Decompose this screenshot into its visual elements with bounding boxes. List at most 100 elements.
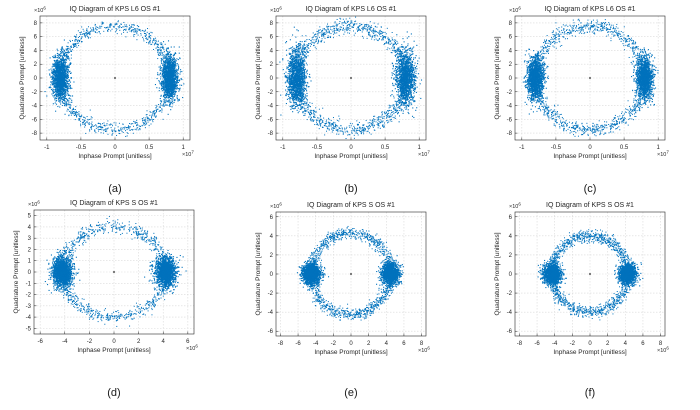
data-point xyxy=(155,38,156,39)
data-point xyxy=(164,105,165,106)
data-point xyxy=(179,74,180,75)
data-point xyxy=(150,112,151,113)
data-point xyxy=(163,54,164,55)
data-point xyxy=(91,129,92,130)
data-point xyxy=(130,28,131,29)
data-point xyxy=(70,98,71,99)
data-point xyxy=(58,96,59,97)
data-point xyxy=(295,88,296,89)
data-point xyxy=(300,44,301,45)
data-point xyxy=(169,84,170,85)
data-point xyxy=(62,83,63,84)
data-point xyxy=(88,123,89,124)
data-point xyxy=(168,87,169,88)
data-point xyxy=(127,132,128,133)
data-point xyxy=(172,71,173,72)
data-point xyxy=(175,79,176,80)
data-point xyxy=(54,57,55,58)
data-point xyxy=(65,80,66,81)
data-point xyxy=(74,111,75,112)
data-point xyxy=(167,92,168,93)
data-point xyxy=(95,31,96,32)
data-point xyxy=(163,101,164,102)
data-point xyxy=(72,112,73,113)
data-point xyxy=(179,80,180,81)
data-point xyxy=(302,107,303,108)
data-point xyxy=(167,105,168,106)
data-point xyxy=(60,79,61,80)
data-point xyxy=(158,109,159,110)
data-point xyxy=(287,91,288,92)
data-point xyxy=(159,107,160,108)
data-point xyxy=(63,99,64,100)
data-point xyxy=(69,71,70,72)
data-point xyxy=(174,73,175,74)
data-point xyxy=(55,111,56,112)
data-point xyxy=(133,34,134,35)
data-point xyxy=(177,97,178,98)
data-point xyxy=(60,103,61,104)
data-point xyxy=(133,27,134,28)
data-point xyxy=(106,129,107,130)
data-point xyxy=(56,68,57,69)
data-point xyxy=(151,123,152,124)
data-point xyxy=(65,74,66,75)
data-point xyxy=(74,36,75,37)
data-point xyxy=(78,45,79,46)
data-point xyxy=(54,74,55,75)
data-point xyxy=(163,96,164,97)
data-point xyxy=(132,123,133,124)
data-point xyxy=(81,41,82,42)
data-point xyxy=(59,62,60,63)
data-point xyxy=(161,60,162,61)
y-tick-label: 2 xyxy=(34,62,38,68)
data-point xyxy=(292,52,293,53)
data-point xyxy=(156,87,157,88)
data-point xyxy=(287,82,288,83)
data-point xyxy=(163,88,164,89)
data-point xyxy=(159,81,160,82)
data-point xyxy=(80,121,81,122)
data-point xyxy=(65,95,66,96)
data-point xyxy=(114,24,115,25)
data-point xyxy=(115,31,116,32)
data-point xyxy=(56,65,57,66)
data-point xyxy=(163,58,164,59)
data-point xyxy=(131,26,132,27)
data-point xyxy=(75,46,76,47)
data-point xyxy=(87,116,88,117)
data-point xyxy=(166,86,167,87)
data-point xyxy=(157,58,158,59)
data-point xyxy=(65,66,66,67)
data-point xyxy=(74,115,75,116)
data-point xyxy=(174,83,175,84)
data-point xyxy=(166,97,167,98)
data-point xyxy=(174,68,175,69)
data-point xyxy=(163,119,164,120)
data-point xyxy=(144,125,145,126)
data-point xyxy=(65,61,66,62)
data-point xyxy=(147,39,148,40)
data-point xyxy=(160,55,161,56)
data-point xyxy=(174,99,175,100)
data-point xyxy=(98,123,99,124)
data-point xyxy=(116,24,117,25)
data-point xyxy=(150,41,151,42)
data-point xyxy=(166,55,167,56)
data-point xyxy=(164,73,165,74)
data-point xyxy=(173,69,174,70)
data-point xyxy=(168,61,169,62)
data-point xyxy=(105,125,106,126)
data-point xyxy=(291,47,292,48)
data-point xyxy=(85,122,86,123)
data-point xyxy=(143,123,144,124)
data-point xyxy=(164,79,165,80)
data-point xyxy=(177,63,178,64)
data-point xyxy=(288,67,289,68)
data-point xyxy=(304,59,305,60)
data-point xyxy=(287,99,288,100)
data-point xyxy=(90,110,91,111)
data-point xyxy=(103,31,104,32)
data-point xyxy=(296,80,297,81)
data-point xyxy=(289,53,290,54)
